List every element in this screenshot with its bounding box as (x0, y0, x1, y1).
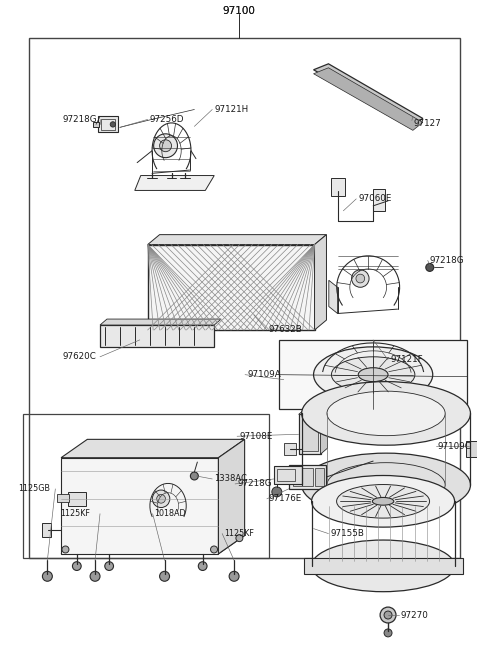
Bar (57, 494, 69, 502)
Text: 97121F: 97121F (390, 355, 423, 364)
Text: 97256D: 97256D (150, 115, 184, 124)
Polygon shape (100, 319, 221, 325)
Text: 97632B: 97632B (269, 326, 302, 335)
Text: 97100: 97100 (223, 6, 255, 16)
Polygon shape (304, 558, 463, 574)
Text: 1018AD: 1018AD (155, 509, 186, 518)
Bar (98, 117, 118, 132)
Circle shape (191, 472, 198, 480)
Circle shape (72, 562, 81, 571)
Circle shape (160, 571, 169, 581)
Bar (101, 119, 115, 130)
Circle shape (152, 490, 170, 508)
Text: 97109A: 97109A (247, 370, 281, 379)
Bar (42, 523, 50, 537)
Bar (93, 122, 99, 127)
Text: 97176E: 97176E (269, 495, 302, 503)
Text: 97218G: 97218G (62, 115, 97, 124)
Bar (466, 441, 480, 457)
Polygon shape (313, 64, 423, 126)
Bar (373, 189, 385, 211)
Circle shape (198, 562, 207, 571)
Text: 1125KF: 1125KF (60, 509, 90, 518)
Circle shape (426, 263, 434, 271)
Bar (289, 465, 326, 489)
Bar (23, 415, 269, 559)
Bar (279, 340, 468, 409)
Circle shape (380, 607, 396, 623)
Circle shape (236, 534, 243, 542)
Circle shape (351, 270, 369, 288)
Ellipse shape (301, 453, 470, 517)
Text: 97121H: 97121H (214, 105, 249, 114)
Polygon shape (313, 67, 423, 130)
Ellipse shape (336, 485, 430, 518)
Bar (148, 244, 314, 330)
Circle shape (290, 475, 298, 483)
Text: 97109C: 97109C (438, 441, 471, 451)
Text: 97218G: 97218G (237, 479, 272, 489)
Text: 97127: 97127 (414, 119, 442, 128)
Circle shape (90, 571, 100, 581)
Polygon shape (321, 409, 327, 454)
Polygon shape (148, 234, 326, 244)
Circle shape (62, 546, 69, 553)
Ellipse shape (312, 476, 455, 527)
Circle shape (229, 571, 239, 581)
Text: 97155B: 97155B (330, 529, 364, 538)
Bar (277, 469, 295, 481)
Bar (331, 178, 345, 196)
Bar (28, 38, 459, 559)
Ellipse shape (372, 497, 394, 505)
Bar (274, 466, 301, 484)
Ellipse shape (327, 391, 445, 436)
Bar (100, 325, 214, 347)
Polygon shape (135, 176, 214, 191)
Ellipse shape (331, 357, 415, 392)
Circle shape (42, 571, 52, 581)
Bar (284, 443, 296, 455)
Text: 97270: 97270 (401, 610, 429, 620)
Polygon shape (314, 234, 326, 330)
Text: 97620C: 97620C (62, 352, 96, 362)
Ellipse shape (313, 347, 433, 402)
Circle shape (160, 140, 171, 152)
Ellipse shape (358, 367, 388, 382)
Text: 1338AC: 1338AC (214, 474, 247, 483)
Circle shape (105, 562, 114, 571)
Circle shape (156, 495, 166, 503)
Text: 97060E: 97060E (358, 195, 392, 204)
Bar (68, 492, 85, 506)
Polygon shape (61, 458, 218, 554)
Bar (301, 417, 318, 451)
Polygon shape (61, 440, 245, 458)
Text: 97100: 97100 (223, 6, 255, 16)
Circle shape (272, 487, 282, 497)
Polygon shape (299, 409, 327, 415)
Polygon shape (329, 280, 337, 314)
Circle shape (110, 122, 116, 127)
Bar (293, 468, 312, 486)
Text: 97218G: 97218G (430, 256, 464, 265)
Bar (299, 415, 321, 454)
Circle shape (384, 629, 392, 637)
Text: 97108E: 97108E (239, 432, 273, 441)
Text: 1125KF: 1125KF (224, 529, 254, 538)
Ellipse shape (301, 382, 470, 445)
Circle shape (211, 546, 217, 553)
Circle shape (356, 274, 365, 283)
Circle shape (384, 611, 392, 619)
Polygon shape (61, 536, 245, 554)
Text: 1125GB: 1125GB (19, 485, 50, 493)
Bar (314, 468, 324, 486)
Polygon shape (218, 440, 245, 554)
Ellipse shape (312, 540, 455, 591)
Circle shape (154, 134, 178, 158)
